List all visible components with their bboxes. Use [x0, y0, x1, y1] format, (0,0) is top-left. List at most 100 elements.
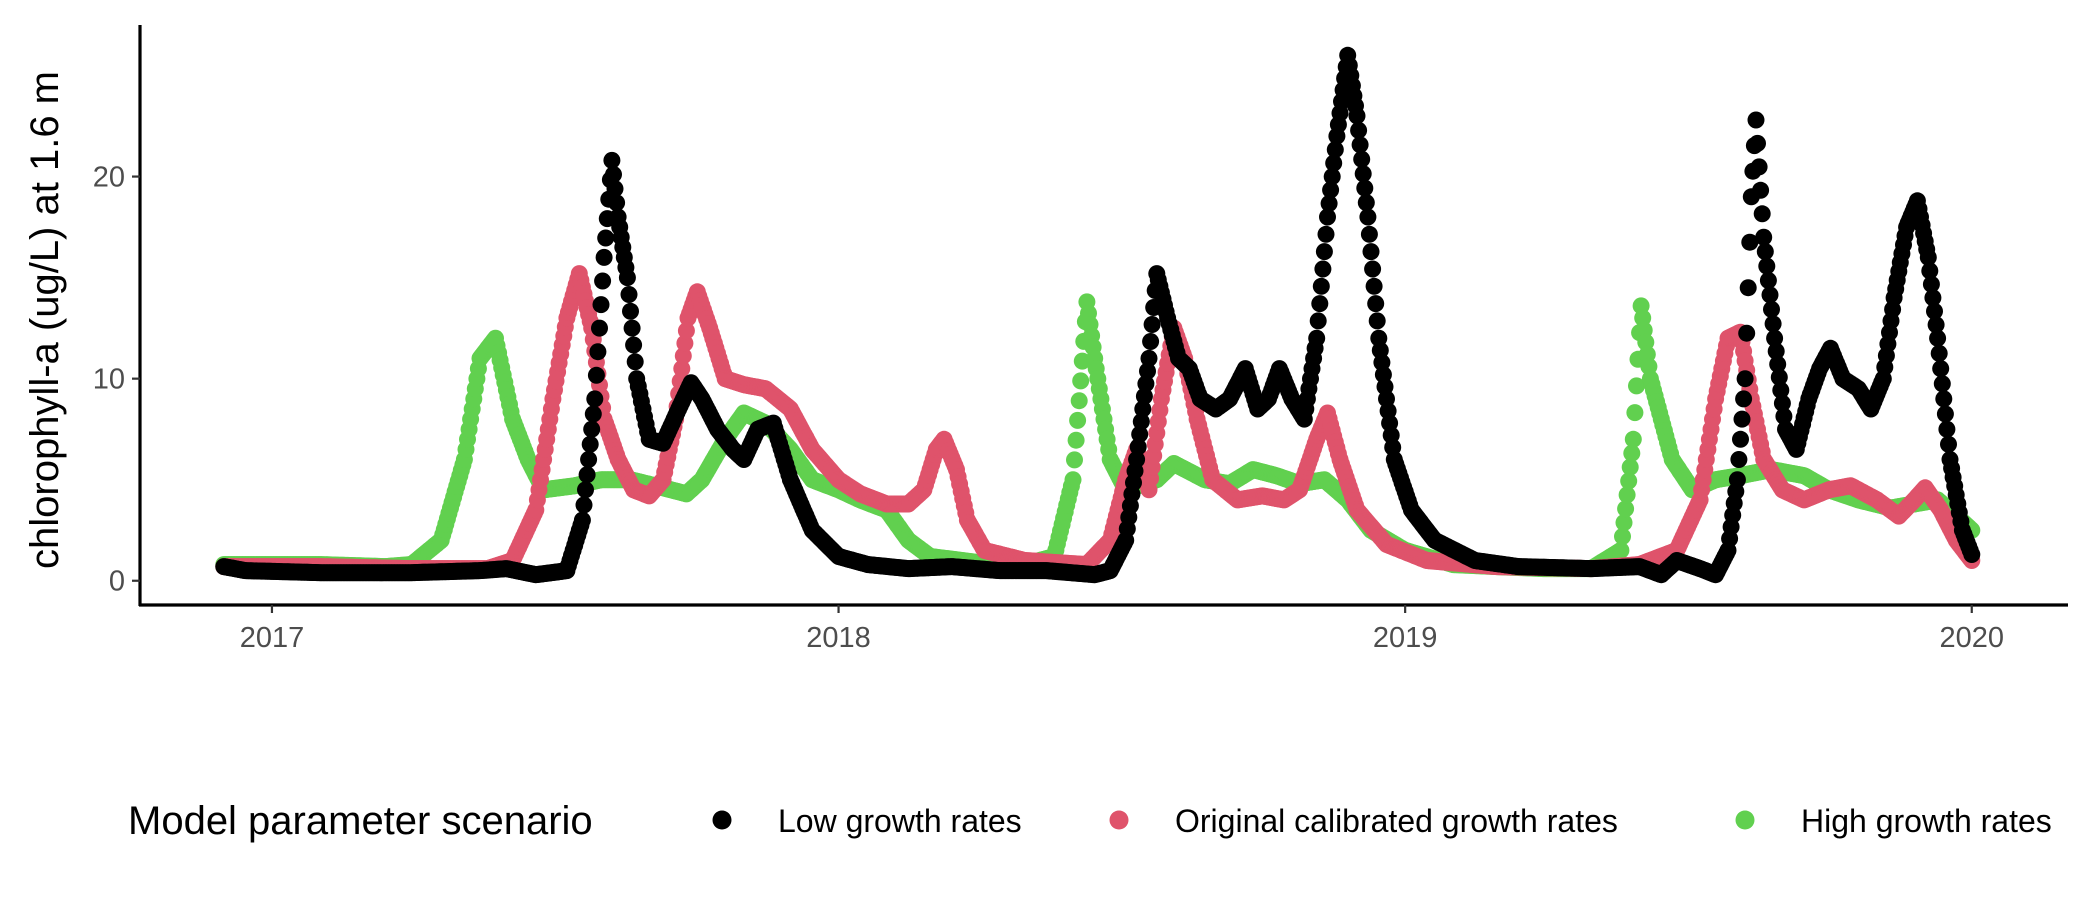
data-point	[1319, 208, 1336, 226]
data-point	[1753, 205, 1771, 223]
legend-key-dot	[1109, 810, 1129, 830]
data-point	[1924, 289, 1942, 307]
data-point	[1069, 411, 1087, 429]
data-point	[1348, 107, 1366, 125]
data-point	[1139, 362, 1156, 380]
data-point	[1623, 444, 1641, 462]
data-point	[673, 360, 691, 378]
data-point	[587, 366, 605, 384]
data-point	[1628, 377, 1645, 395]
data-point	[595, 248, 613, 266]
data-point	[1624, 430, 1642, 448]
data-point	[1364, 260, 1382, 278]
data-point	[1764, 315, 1782, 333]
x-tick-label: 2019	[1373, 622, 1438, 654]
data-point	[583, 420, 601, 438]
data-point	[589, 343, 607, 361]
data-point	[1617, 500, 1635, 518]
legend-key-dot	[712, 810, 732, 830]
data-point	[676, 334, 694, 352]
data-point	[606, 180, 624, 198]
data-point	[1323, 168, 1341, 186]
data-point	[578, 466, 596, 484]
data-point	[674, 347, 692, 365]
data-point	[608, 194, 626, 212]
legend-item: Low growth rates	[712, 803, 1022, 839]
data-point	[1626, 404, 1644, 422]
data-point	[1312, 277, 1330, 295]
data-point	[1129, 438, 1147, 456]
legend-items: Low growth rates Original calibrated grow…	[712, 803, 2052, 839]
data-point	[1773, 394, 1791, 412]
data-point	[1930, 344, 1948, 362]
legend-label: High growth rates	[1801, 803, 2052, 839]
x-tick-label: 2018	[806, 622, 871, 654]
legend: Model parameter scenario Low growth rate…	[128, 799, 2052, 843]
y-tick-label: 10	[93, 364, 125, 396]
data-point	[1317, 225, 1335, 243]
data-point	[1940, 435, 1957, 453]
data-point	[622, 302, 639, 320]
data-point	[1766, 329, 1784, 347]
data-point	[1935, 390, 1953, 408]
data-point	[1064, 471, 1082, 489]
y-axis-ticks: 0 10 20	[93, 162, 140, 598]
data-point	[1936, 405, 1954, 423]
data-point	[1137, 375, 1155, 393]
data-point	[1351, 136, 1369, 154]
data-point	[1730, 451, 1748, 468]
data-point	[591, 319, 608, 337]
data-point	[1353, 150, 1371, 168]
data-point	[1756, 243, 1774, 261]
data-point	[1357, 194, 1375, 212]
data-point	[603, 151, 621, 169]
legend-label: Low growth rates	[778, 803, 1022, 839]
data-point	[580, 451, 598, 468]
data-point	[623, 319, 641, 337]
data-point	[586, 390, 604, 408]
data-point	[1134, 400, 1152, 418]
data-point	[597, 229, 615, 247]
data-point	[1070, 392, 1088, 410]
data-point	[1072, 372, 1090, 390]
data-point	[1921, 262, 1939, 280]
data-point	[1929, 329, 1947, 347]
data-point	[1314, 260, 1332, 278]
data-point	[1309, 312, 1327, 330]
y-tick-label: 20	[93, 162, 125, 194]
data-point	[1772, 381, 1790, 399]
data-point	[625, 336, 643, 354]
data-point	[1769, 355, 1787, 373]
data-point	[581, 435, 599, 453]
data-point	[1620, 472, 1638, 490]
data-point	[1365, 277, 1383, 295]
data-point	[1738, 324, 1756, 342]
data-point	[1933, 375, 1951, 393]
x-tick-label: 2020	[1939, 622, 2004, 654]
data-point	[594, 272, 612, 290]
data-points-layer	[215, 46, 1981, 584]
data-point	[1135, 387, 1153, 405]
data-point	[1143, 316, 1161, 333]
y-axis-title: chlorophyll-a (ug/L) at 1.6 m	[23, 71, 67, 569]
data-point	[1320, 195, 1338, 212]
data-point	[1919, 248, 1937, 266]
data-point	[618, 269, 636, 287]
data-point	[1927, 316, 1945, 334]
data-point	[1775, 407, 1793, 425]
data-point	[1132, 413, 1150, 431]
data-point	[1755, 228, 1773, 246]
legend-title: Model parameter scenario	[128, 799, 593, 843]
legend-key-dot	[1735, 810, 1755, 830]
data-point	[626, 353, 644, 371]
data-point	[1741, 233, 1759, 251]
data-point	[1354, 165, 1372, 183]
data-point	[1733, 410, 1751, 428]
data-point	[620, 286, 638, 303]
data-point	[1131, 425, 1149, 443]
data-point	[1932, 360, 1950, 378]
data-point	[1763, 300, 1780, 318]
data-point	[1128, 451, 1146, 468]
data-point	[1758, 257, 1776, 275]
